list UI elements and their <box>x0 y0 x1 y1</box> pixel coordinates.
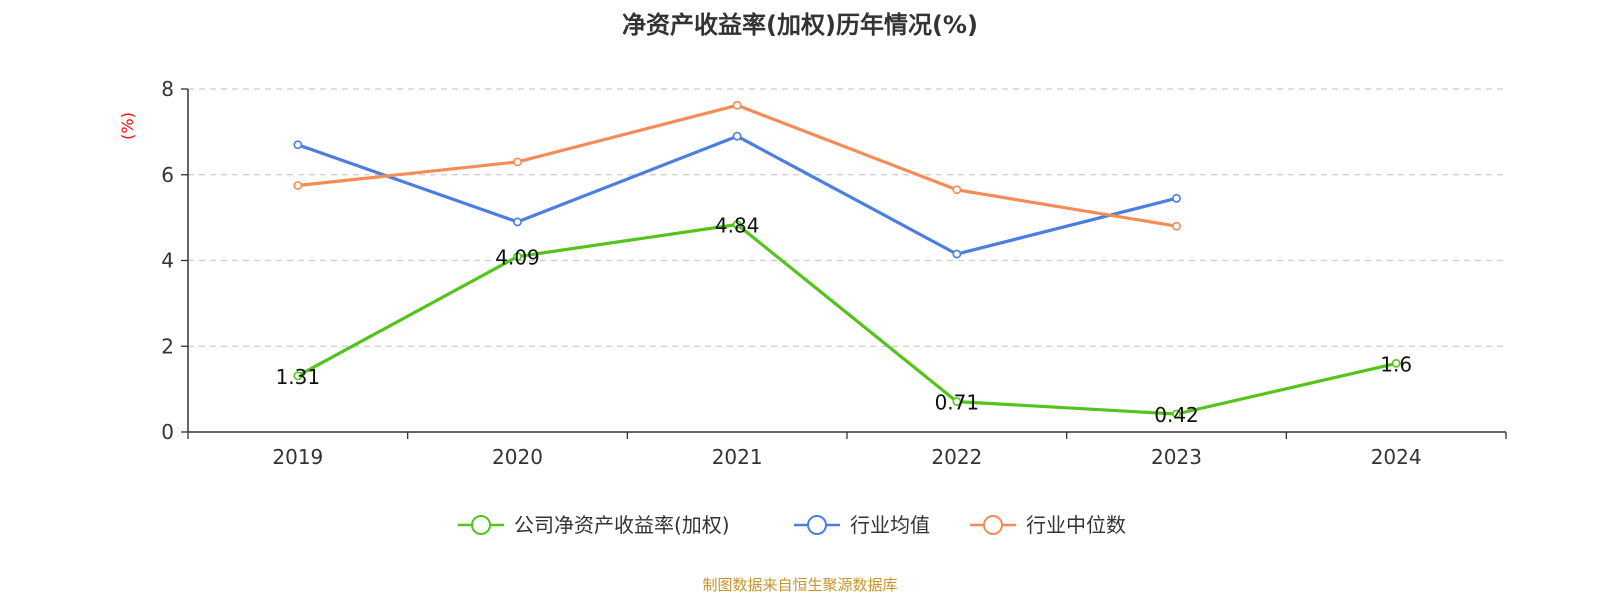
y-tick-label: 8 <box>161 77 174 101</box>
grid-lines <box>188 88 1506 347</box>
data-point <box>732 100 742 110</box>
data-point <box>1391 358 1401 368</box>
data-point <box>1172 409 1181 419</box>
series-line-0 <box>297 222 1397 416</box>
data-label: 4.84 <box>715 213 760 237</box>
legend-item-1: 行业均值 <box>794 513 930 537</box>
y-tick-label: 4 <box>161 249 174 273</box>
legend: 公司净资产收益率(加权) 行业均值 行业中位数 <box>458 513 1126 537</box>
x-tick-label: 2019 <box>272 445 323 469</box>
data-point <box>732 131 742 141</box>
legend-marker <box>807 515 827 535</box>
x-tick-label: 2020 <box>492 445 543 469</box>
y-tick-label: 6 <box>161 163 174 187</box>
series-line-2 <box>297 103 1177 228</box>
legend-label: 公司净资产收益率(加权) <box>514 513 730 537</box>
legend-label: 行业中位数 <box>1026 513 1126 537</box>
chart-title: 净资产收益率(加权)历年情况(%) <box>622 11 978 39</box>
y-tick-label: 0 <box>161 420 174 444</box>
data-point <box>513 217 522 227</box>
data-label: 1.31 <box>276 365 321 389</box>
y-tick-label: 2 <box>161 334 174 358</box>
data-point <box>952 397 962 406</box>
data-label: 1.6 <box>1380 352 1412 376</box>
legend-marker <box>471 515 491 535</box>
legend-label: 行业均值 <box>850 513 930 537</box>
data-label: 4.09 <box>495 246 540 270</box>
x-tick-label: 2021 <box>712 445 763 469</box>
x-tick-label: 2023 <box>1151 445 1202 469</box>
data-point <box>293 181 303 190</box>
y-axis-unit-label: (%) <box>118 112 137 140</box>
x-tick-label: 2022 <box>931 445 982 469</box>
data-point <box>952 249 962 259</box>
data-label: 0.71 <box>935 391 980 415</box>
source-note: 制图数据来自恒生聚源数据库 <box>702 576 897 594</box>
data-point <box>1172 221 1181 231</box>
data-point <box>513 157 522 167</box>
data-label: 0.42 <box>1154 403 1199 427</box>
x-tick-label: 2024 <box>1371 445 1422 469</box>
data-point <box>293 140 303 150</box>
data-point <box>732 220 742 229</box>
legend-item-0: 公司净资产收益率(加权) <box>458 513 730 537</box>
series-lines <box>293 100 1401 419</box>
axes: 0 2 4 6 8 2019 2020 2021 2022 2023 2024 <box>161 77 1507 469</box>
data-point <box>513 252 522 262</box>
data-labels: 1.31 4.09 4.84 0.71 0.42 1.6 <box>276 213 1413 427</box>
legend-marker <box>983 515 1003 535</box>
legend-item-2: 行业中位数 <box>970 513 1126 537</box>
data-point <box>293 371 303 381</box>
data-point <box>1172 193 1181 203</box>
data-point <box>952 185 962 195</box>
